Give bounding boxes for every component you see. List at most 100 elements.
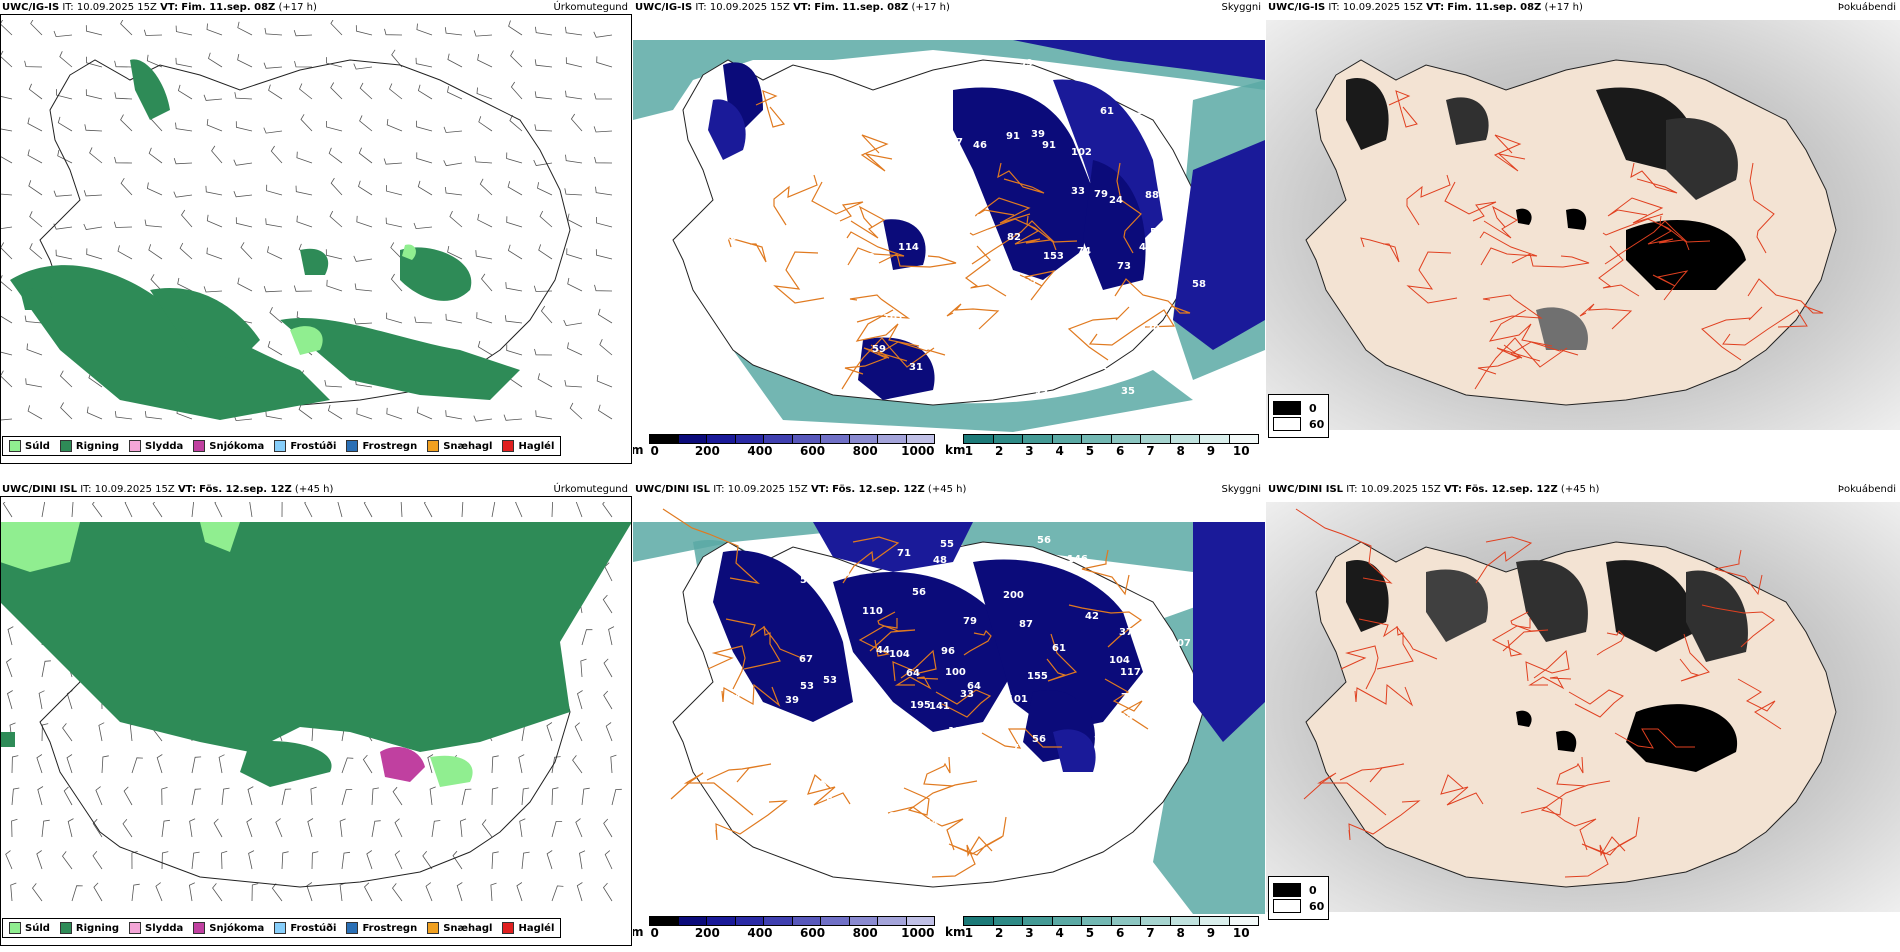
wind-barb	[269, 307, 283, 324]
wind-barb	[114, 411, 133, 420]
precip-legend-item: Frostregn	[346, 922, 417, 934]
road-line	[997, 162, 1045, 194]
fog-legend-item: 60	[1273, 899, 1324, 913]
road-line	[1081, 549, 1130, 596]
colorbar-tick: 8	[1176, 444, 1185, 458]
cloudbase-value: 69	[774, 351, 788, 362]
wind-barb	[535, 410, 553, 420]
wind-barb	[510, 81, 523, 100]
colorbar-segment	[707, 917, 736, 925]
wind-barb	[235, 121, 253, 132]
cloudbase-value: 105	[875, 705, 896, 716]
cloudbase-value: 42	[1085, 611, 1099, 622]
wind-barb	[507, 181, 523, 196]
cloudbase-value: 80	[954, 757, 968, 768]
wind-barb	[480, 273, 493, 292]
wind-barb	[566, 248, 583, 260]
wind-barb	[249, 502, 253, 518]
wind-barb	[117, 245, 133, 260]
wind-barb	[354, 283, 373, 292]
title-vt-label: VT:	[177, 484, 196, 495]
cloudbase-value: 84	[811, 220, 825, 231]
wind-barb	[71, 885, 83, 902]
colorbar-tick: 3	[1025, 444, 1034, 458]
wind-barb	[593, 126, 613, 133]
legend-label: Frostregn	[362, 440, 418, 452]
wind-barb	[477, 340, 493, 356]
road-line	[721, 683, 781, 707]
wind-barb	[66, 754, 73, 774]
wind-barb	[221, 787, 230, 806]
cloudbase-value: 141	[929, 701, 950, 712]
wind-barb	[341, 851, 351, 870]
title-it-label: IT:	[80, 484, 92, 495]
legend-swatch	[502, 440, 515, 452]
title-vt-value: Fös. 12.sep. 12Z	[1465, 484, 1558, 495]
road-line	[1525, 649, 1570, 682]
fog-area	[1626, 220, 1746, 290]
cloudbase-value: 54	[924, 818, 938, 829]
wind-barb	[358, 147, 373, 164]
road-line	[850, 205, 886, 239]
wind-barb	[28, 83, 43, 100]
road-line	[706, 763, 772, 783]
cloudbase-value: 61	[958, 235, 972, 246]
wind-barb	[444, 186, 463, 196]
road-line	[948, 816, 1007, 856]
wind-barb	[576, 882, 583, 902]
wind-barb	[580, 658, 587, 678]
cloudbase-value: 53	[800, 681, 814, 692]
cloudbase-value: 138	[782, 817, 803, 828]
wind-barb	[490, 882, 497, 902]
wind-barb	[10, 882, 17, 902]
cloudbase-value: 114	[898, 242, 919, 253]
cloudbase-area	[708, 99, 746, 160]
wind-barb	[7, 690, 13, 710]
legend-swatch	[502, 922, 515, 934]
wind-barb	[603, 690, 613, 710]
colorbar-tick: 9	[1206, 926, 1216, 940]
cloudbase-value: 73	[1117, 261, 1131, 272]
wind-barb	[270, 145, 283, 164]
legend-label: 60	[1309, 417, 1325, 431]
road-line	[1520, 806, 1597, 851]
cloudbase-value: 89	[954, 575, 968, 586]
fog-area	[1446, 97, 1489, 145]
wind-barb	[26, 343, 43, 356]
wind-barb	[24, 315, 43, 324]
wind-barb	[537, 182, 553, 196]
road-line	[1568, 689, 1624, 718]
wind-barb	[177, 84, 193, 100]
cloudbase-value: 56	[1037, 535, 1051, 546]
wind-barb	[540, 305, 553, 324]
wind-barb	[386, 312, 403, 324]
road-line	[743, 625, 781, 670]
wind-barb	[120, 177, 133, 196]
wind-barb	[0, 193, 13, 196]
cloudbase-value: 102	[1071, 147, 1092, 158]
cloudbase-value: 88	[969, 213, 983, 224]
panel-name-fog: Þokuábendi	[1837, 2, 1896, 13]
title-vt-value: Fös. 12.sep. 12Z	[199, 484, 292, 495]
colorbar-segment	[1052, 917, 1082, 925]
road-line	[892, 649, 937, 682]
wind-barb	[476, 87, 493, 100]
model-name: UWC/IG-IS	[2, 2, 60, 13]
cloudbase-value: 117	[881, 781, 902, 792]
colorbar-tick: 8	[1176, 926, 1185, 940]
fog-area	[1346, 560, 1389, 632]
wind-barb	[391, 883, 403, 902]
wind-barb	[175, 122, 193, 132]
fog-legend-item: 60	[1273, 417, 1324, 431]
wind-barb	[594, 284, 613, 292]
road-line	[1348, 800, 1421, 841]
precip-legend-item: Slydda	[129, 922, 183, 934]
wind-barb	[62, 723, 73, 742]
colorbar-segment	[821, 917, 850, 925]
wind-barb	[534, 124, 553, 132]
wind-barb	[510, 50, 523, 68]
wind-barb	[602, 882, 613, 902]
precip-legend-item: Snjókoma	[193, 440, 264, 452]
road-line	[849, 294, 911, 323]
road-line	[1475, 536, 1533, 584]
